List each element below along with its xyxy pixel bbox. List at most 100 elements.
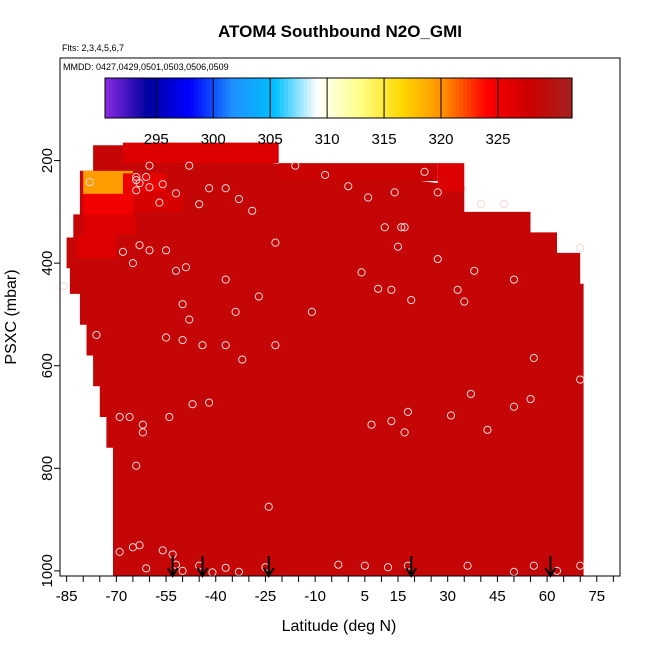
sample-point (387, 417, 396, 426)
curtain-cell (132, 191, 183, 212)
sample-point (155, 198, 164, 207)
x-tick-label: 30 (439, 588, 456, 605)
sample-point (576, 243, 585, 252)
flights-label: Flts: 2,3,4,5,6,7 (62, 43, 124, 53)
colorbar-cell (389, 78, 394, 118)
sample-point (195, 200, 204, 209)
sample-point (178, 300, 187, 309)
colorbar-cell (272, 78, 277, 118)
colorbar-cell (229, 78, 235, 118)
colorbar-cell (210, 78, 215, 118)
sample-point (132, 172, 141, 182)
x-tick-label: -85 (56, 588, 78, 605)
sample-point (446, 411, 456, 420)
sample-point (397, 223, 406, 232)
sample-point (92, 330, 101, 340)
sample-point (400, 428, 409, 437)
colorbar-cell (178, 78, 184, 118)
colorbar-cell (463, 78, 468, 118)
sample-point (364, 193, 373, 202)
curtain-cell (437, 163, 465, 192)
colorbar-cell (194, 78, 199, 118)
colorbar-cell (120, 78, 126, 118)
colorbar-cell (311, 78, 316, 118)
sample-point (221, 341, 230, 350)
colorbar-cell (225, 78, 231, 118)
colorbar-cell (416, 78, 421, 118)
colorbar-cell (373, 78, 379, 118)
sample-point (178, 335, 187, 345)
colorbar-cell (552, 78, 558, 118)
colorbar-cell (521, 78, 526, 118)
colorbar-cell (268, 78, 273, 118)
colorbar-cell (428, 78, 433, 118)
colorbar-cell (517, 78, 523, 118)
colorbar-cell (151, 78, 157, 118)
sample-point (383, 563, 393, 572)
colorbar-tick-label: 305 (258, 131, 283, 148)
x-tick-label: -25 (255, 588, 277, 605)
sample-point (529, 561, 538, 570)
sample-point (115, 412, 124, 422)
colorbar-cell (221, 78, 227, 118)
colorbar-cell (245, 78, 250, 118)
y-tick-label: 800 (39, 456, 56, 481)
sample-point (145, 161, 154, 170)
x-tick-label: 5 (361, 588, 369, 605)
colorbar-cell (315, 78, 320, 118)
sample-point (161, 333, 171, 342)
colorbar-cell (536, 78, 542, 118)
sample-point (185, 315, 194, 324)
curtain-cell (122, 173, 167, 194)
sample-point (483, 425, 492, 434)
sample-point (132, 186, 141, 195)
colorbar-cell (241, 78, 246, 118)
sample-point (291, 161, 300, 170)
colorbar-cell (217, 78, 223, 118)
x-axis-title: Latitude (deg N) (282, 618, 397, 635)
colorbar-cell (556, 78, 561, 118)
curtain-cell (83, 193, 133, 215)
colorbar-cell (529, 78, 534, 118)
colorbar-cell (186, 78, 192, 118)
sample-point (198, 341, 207, 350)
colorbar-cell (533, 78, 538, 118)
colorbar-cell (466, 78, 472, 118)
x-tick-label: -70 (105, 588, 127, 605)
sample-point (231, 307, 240, 316)
plot-frame (59, 57, 621, 577)
sample-point (248, 206, 257, 215)
colorbar-cell (404, 78, 410, 118)
sample-point (466, 389, 475, 399)
sample-point (433, 254, 442, 264)
colorbar-cell (108, 78, 114, 118)
colorbar-cell (392, 78, 398, 118)
sample-point (185, 161, 194, 170)
colorbar-cell (132, 78, 137, 118)
colorbar-cell (568, 78, 573, 118)
colorbar-cell (326, 78, 332, 118)
sample-point (142, 564, 151, 573)
sample-point (181, 263, 191, 272)
colorbar-cell (237, 78, 242, 118)
y-tick-label: 400 (39, 251, 56, 276)
sample-point (161, 246, 171, 255)
colorbar-cell (408, 78, 414, 118)
colorbar-cell (443, 78, 449, 118)
colorbar-cell (400, 78, 406, 118)
sample-point (576, 375, 585, 384)
colorbar-cell (435, 78, 441, 118)
sample-point (390, 188, 399, 197)
y-axis: 200 400 600 800 1000 (39, 148, 60, 588)
sample-point (128, 543, 137, 552)
colorbar-cell (513, 78, 519, 118)
sample-point (307, 307, 316, 316)
sample-point (135, 179, 144, 188)
colorbar-cell (213, 78, 219, 118)
x-tick-label: 45 (489, 588, 506, 605)
sample-point (135, 241, 144, 250)
colorbar-cell (381, 78, 386, 118)
colorbar-tick-label: 310 (315, 131, 340, 148)
colorbar-cell (319, 78, 324, 118)
